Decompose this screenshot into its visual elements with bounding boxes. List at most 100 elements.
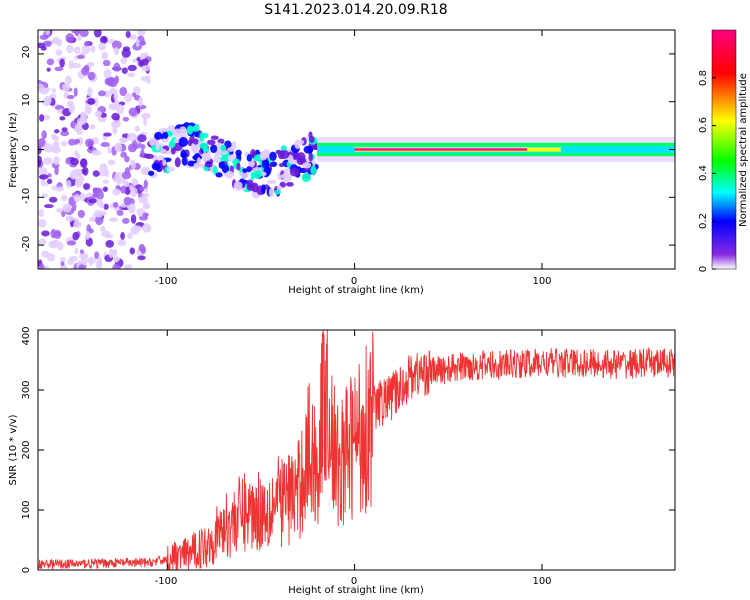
spectrogram-cell	[38, 208, 44, 217]
spectrogram-cell	[114, 75, 120, 84]
spectrogram-cell	[62, 203, 72, 213]
spectrogram-cell	[95, 215, 104, 226]
spectrogram-cell	[270, 161, 278, 167]
spectrogram-cell	[111, 249, 117, 256]
spectrogram-cell	[118, 137, 128, 144]
spectrogram-cell	[99, 163, 108, 174]
spectrogram-cell	[129, 247, 136, 255]
spectrogram-cell	[104, 77, 113, 86]
spectrogram-cell	[46, 58, 55, 66]
spectrogram-cell	[138, 243, 145, 252]
spectrogram-cell	[218, 149, 229, 155]
spectrogram-cell	[43, 95, 52, 105]
spectrogram-cell	[92, 170, 100, 177]
spectrogram-cell	[236, 162, 241, 171]
spectrogram-cell	[73, 46, 81, 55]
spectrogram-cell	[52, 135, 60, 142]
spectrogram-cell	[301, 173, 311, 183]
spectrogram-cell	[113, 92, 119, 101]
spectrogram-cell	[246, 166, 252, 173]
spectrogram-cell	[50, 228, 57, 239]
spectrogram-cell	[41, 130, 47, 140]
spectrogram-cell	[143, 179, 149, 189]
spectrogram-cell	[103, 203, 109, 210]
spectrogram-cell	[57, 241, 64, 251]
snr-series-line	[38, 330, 675, 570]
spectrogram-cell	[84, 105, 92, 115]
spectrogram-cell	[47, 173, 52, 178]
spectrogram-cell	[94, 251, 100, 260]
spectrogram-cell	[102, 186, 108, 192]
spectrogram-cell	[310, 165, 317, 175]
spectrogram-cell	[210, 144, 218, 154]
spectrogram-cell	[53, 156, 60, 166]
spectrogram-cell	[190, 142, 200, 152]
spectrogram-cell	[193, 162, 202, 168]
spectrogram-cell	[77, 54, 85, 59]
spectrogram-cell	[250, 149, 257, 158]
spectrogram-cell	[140, 167, 147, 175]
snr-xtick-label: 0	[351, 576, 357, 587]
snr-ytick-label: 400	[21, 326, 32, 345]
spectrogram-cell	[84, 138, 94, 148]
spectrogram-cell	[180, 129, 188, 134]
spectrogram-cell	[227, 147, 235, 152]
spectrogram-cell	[193, 138, 199, 145]
spectrogram-cell	[51, 88, 56, 94]
spectrogram-cell	[307, 145, 313, 155]
snr-ytick-label: 0	[21, 567, 32, 573]
spectrogram-cell	[94, 97, 99, 107]
spectrogram-cell	[124, 92, 133, 103]
spectrogram-cell	[68, 103, 75, 114]
spectrogram-cell	[144, 153, 154, 159]
spectrogram-cell	[87, 87, 93, 97]
spectrogram-cell	[73, 220, 82, 228]
spectrogram-cell	[263, 159, 269, 166]
spectrogram-cell	[65, 180, 72, 189]
spectrogram-cell	[77, 209, 86, 219]
spectrogram-ytick-label: 20	[21, 46, 32, 59]
spectrogram-cell	[276, 185, 283, 192]
spectrogram-cell	[180, 152, 188, 158]
spectrogram-cell	[48, 240, 59, 249]
spectrogram-cell	[65, 45, 74, 54]
spectrogram-cell	[38, 167, 48, 176]
spectrogram-ytick-label: 0	[21, 145, 32, 151]
spectrogram-cell	[102, 179, 109, 185]
spectrogram-cell	[38, 155, 43, 165]
spectrogram-cell	[225, 170, 234, 179]
spectrogram-cell	[285, 181, 294, 187]
spectrogram-cell	[75, 138, 81, 144]
spectrogram-cell	[127, 232, 133, 240]
spectrogram-ytick-label: 10	[21, 94, 32, 107]
spectrogram-cell	[247, 159, 255, 168]
spectrogram-cell	[117, 239, 127, 247]
spectrogram-cell	[44, 204, 54, 209]
spectrogram-xtick-label: 100	[532, 276, 551, 287]
spectrogram-cell	[199, 142, 209, 150]
spectrogram-cell	[89, 124, 96, 130]
spectrogram-cell	[123, 196, 132, 206]
spectrogram-cell	[119, 86, 128, 97]
spectrogram-cell	[60, 194, 68, 202]
spectrogram-cell	[124, 167, 131, 175]
spectrogram-cell	[110, 119, 121, 129]
snr-ytick-label: 300	[21, 380, 32, 399]
spectrogram-cell	[43, 114, 51, 121]
spectrogram-cell	[91, 149, 102, 156]
spectrogram-cell	[39, 174, 49, 180]
spectrogram-cell	[80, 158, 88, 168]
spectrogram-cell	[125, 30, 131, 38]
colorbar: 0 0.2 0.4 0.6 0.8 Normalized spectral am…	[698, 29, 749, 272]
spectrogram-cell	[262, 148, 271, 159]
spectrogram-ticks	[38, 30, 675, 269]
spectrogram-cell	[127, 72, 136, 78]
spectrogram-cell	[118, 178, 127, 184]
spectrogram-cell	[122, 116, 130, 122]
spectrogram-cell	[269, 151, 277, 162]
spectrogram-cell	[215, 172, 223, 178]
spectrogram-cell	[224, 140, 232, 149]
spectrogram-marks	[38, 30, 675, 269]
spectrogram-cell	[192, 123, 200, 132]
spectrogram-cell	[83, 183, 91, 190]
